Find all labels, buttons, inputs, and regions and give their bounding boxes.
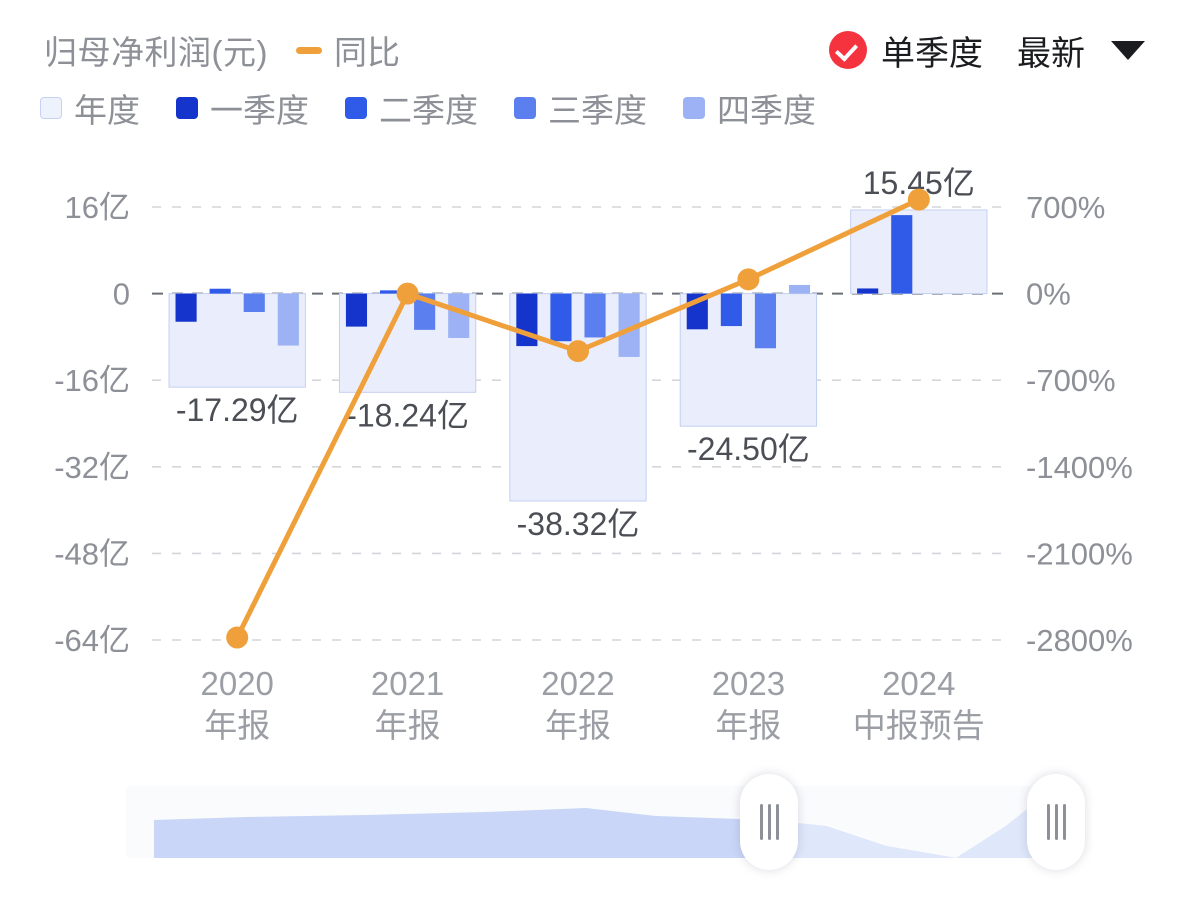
- bar-quarter[interactable]: [379, 290, 402, 294]
- legend-item-q3-label: 三季度: [548, 92, 647, 129]
- mode-toggle-label[interactable]: 单季度: [881, 34, 983, 73]
- bar-quarter[interactable]: [243, 293, 265, 313]
- bar-value-label: -17.29亿: [176, 392, 299, 428]
- x-axis-tick-label: 2022: [541, 665, 614, 702]
- data-zoom-preview-chart: [154, 806, 1054, 858]
- y-axis-tick-label: -16亿: [54, 363, 130, 398]
- legend-swatch-q3: [514, 97, 536, 119]
- grip-lines-icon: [1046, 804, 1066, 840]
- bar-quarter[interactable]: [720, 293, 742, 327]
- bar-value-label: -38.32亿: [517, 506, 640, 542]
- x-axis-tick-sublabel: 年报: [375, 707, 441, 744]
- legend-swatch-annual: [40, 97, 62, 119]
- x-axis-tick-label: 2020: [200, 665, 273, 702]
- y2-axis-tick-label: -2800%: [1026, 623, 1133, 658]
- bar-quarter[interactable]: [857, 288, 879, 294]
- bar-value-label: -24.50亿: [687, 431, 810, 467]
- legend-item-q3[interactable]: 三季度: [514, 84, 647, 132]
- right-drag-handle[interactable]: [1027, 774, 1085, 870]
- x-axis-tick-sublabel: 年报: [715, 707, 781, 744]
- legend-swatch-q4: [683, 97, 705, 119]
- bar-quarter[interactable]: [891, 215, 913, 294]
- y-axis-tick-label: -48亿: [54, 536, 130, 571]
- bar-quarter[interactable]: [550, 293, 572, 342]
- bar-quarter[interactable]: [175, 293, 197, 322]
- chart-title-row: 归母净利润(元) 同比: [44, 26, 400, 74]
- chart-header: 归母净利润(元) 同比 单季度 最新 年度 一季度 二季度 三季度 四: [0, 0, 1179, 140]
- x-axis-tick-label: 2024: [882, 665, 955, 702]
- bar-quarter[interactable]: [788, 284, 811, 294]
- legend-item-q2[interactable]: 二季度: [345, 84, 478, 132]
- x-axis-tick-label: 2023: [712, 665, 785, 702]
- page-title: 归母净利润(元): [44, 34, 268, 71]
- x-axis-tick-sublabel: 中报预告: [853, 707, 985, 744]
- y2-axis-tick-label: -700%: [1026, 363, 1116, 398]
- y2-axis-tick-label: -1400%: [1026, 450, 1133, 485]
- bar-quarter[interactable]: [209, 288, 231, 294]
- y-axis-tick-label: -64亿: [54, 623, 130, 658]
- line-dash-icon: [295, 46, 322, 54]
- left-drag-handle[interactable]: [740, 774, 798, 870]
- bar-value-label: -18.24亿: [346, 397, 469, 433]
- y-axis-tick-label: -32亿: [54, 450, 130, 485]
- y-axis-tick-label: 0: [113, 277, 130, 312]
- legend-item-annual[interactable]: 年度: [40, 84, 140, 132]
- legend-item-q1-label: 一季度: [210, 92, 309, 129]
- x-axis-tick-sublabel: 年报: [204, 707, 270, 744]
- data-zoom-slider[interactable]: [126, 774, 1085, 870]
- y2-axis-tick-label: 0%: [1026, 277, 1071, 312]
- sort-selector-label[interactable]: 最新: [1017, 34, 1085, 73]
- bar-annual[interactable]: [850, 209, 988, 295]
- y-axis-tick-label: 16亿: [65, 190, 130, 225]
- legend: 年度 一季度 二季度 三季度 四季度: [40, 84, 852, 132]
- bar-quarter[interactable]: [448, 293, 470, 338]
- legend-item-q2-label: 二季度: [379, 92, 478, 129]
- legend-item-q1[interactable]: 一季度: [176, 84, 309, 132]
- check-circle-icon[interactable]: [829, 31, 867, 69]
- y2-axis-tick-label: 700%: [1026, 190, 1105, 225]
- legend-swatch-q1: [176, 97, 198, 119]
- data-zoom-track[interactable]: [126, 786, 1054, 858]
- line-point[interactable]: [907, 188, 930, 211]
- bar-quarter[interactable]: [754, 293, 777, 349]
- y2-axis-tick-label: -2100%: [1026, 536, 1133, 571]
- bar-line-chart: 16亿 700% 0 0% -16亿 -700% -32亿 -1400% -48亿 -2100% -…: [54, 165, 1133, 744]
- x-axis-tick-sublabel: 年报: [545, 707, 611, 744]
- legend-swatch-q2: [345, 97, 367, 119]
- line-point[interactable]: [226, 626, 249, 649]
- bar-quarter[interactable]: [345, 293, 368, 327]
- x-axis-tick-label: 2021: [371, 665, 444, 702]
- bar-quarter[interactable]: [277, 293, 299, 346]
- legend-item-line-label: 同比: [333, 34, 400, 71]
- legend-item-q4-label: 四季度: [717, 92, 816, 129]
- chevron-down-icon[interactable]: [1111, 40, 1145, 60]
- line-point[interactable]: [737, 268, 760, 291]
- legend-item-line[interactable]: 同比: [295, 26, 400, 74]
- legend-item-annual-label: 年度: [74, 92, 140, 129]
- line-point[interactable]: [396, 282, 419, 305]
- line-point[interactable]: [567, 340, 589, 363]
- chart-plot-area: 16亿 700% 0 0% -16亿 -700% -32亿 -1400% -48亿 -2100% -…: [0, 150, 1179, 770]
- bar-quarter[interactable]: [584, 293, 606, 338]
- legend-item-q4[interactable]: 四季度: [683, 84, 816, 132]
- header-controls: 单季度 最新: [829, 26, 1145, 74]
- bar-quarter[interactable]: [618, 293, 640, 357]
- grip-lines-icon: [759, 804, 779, 840]
